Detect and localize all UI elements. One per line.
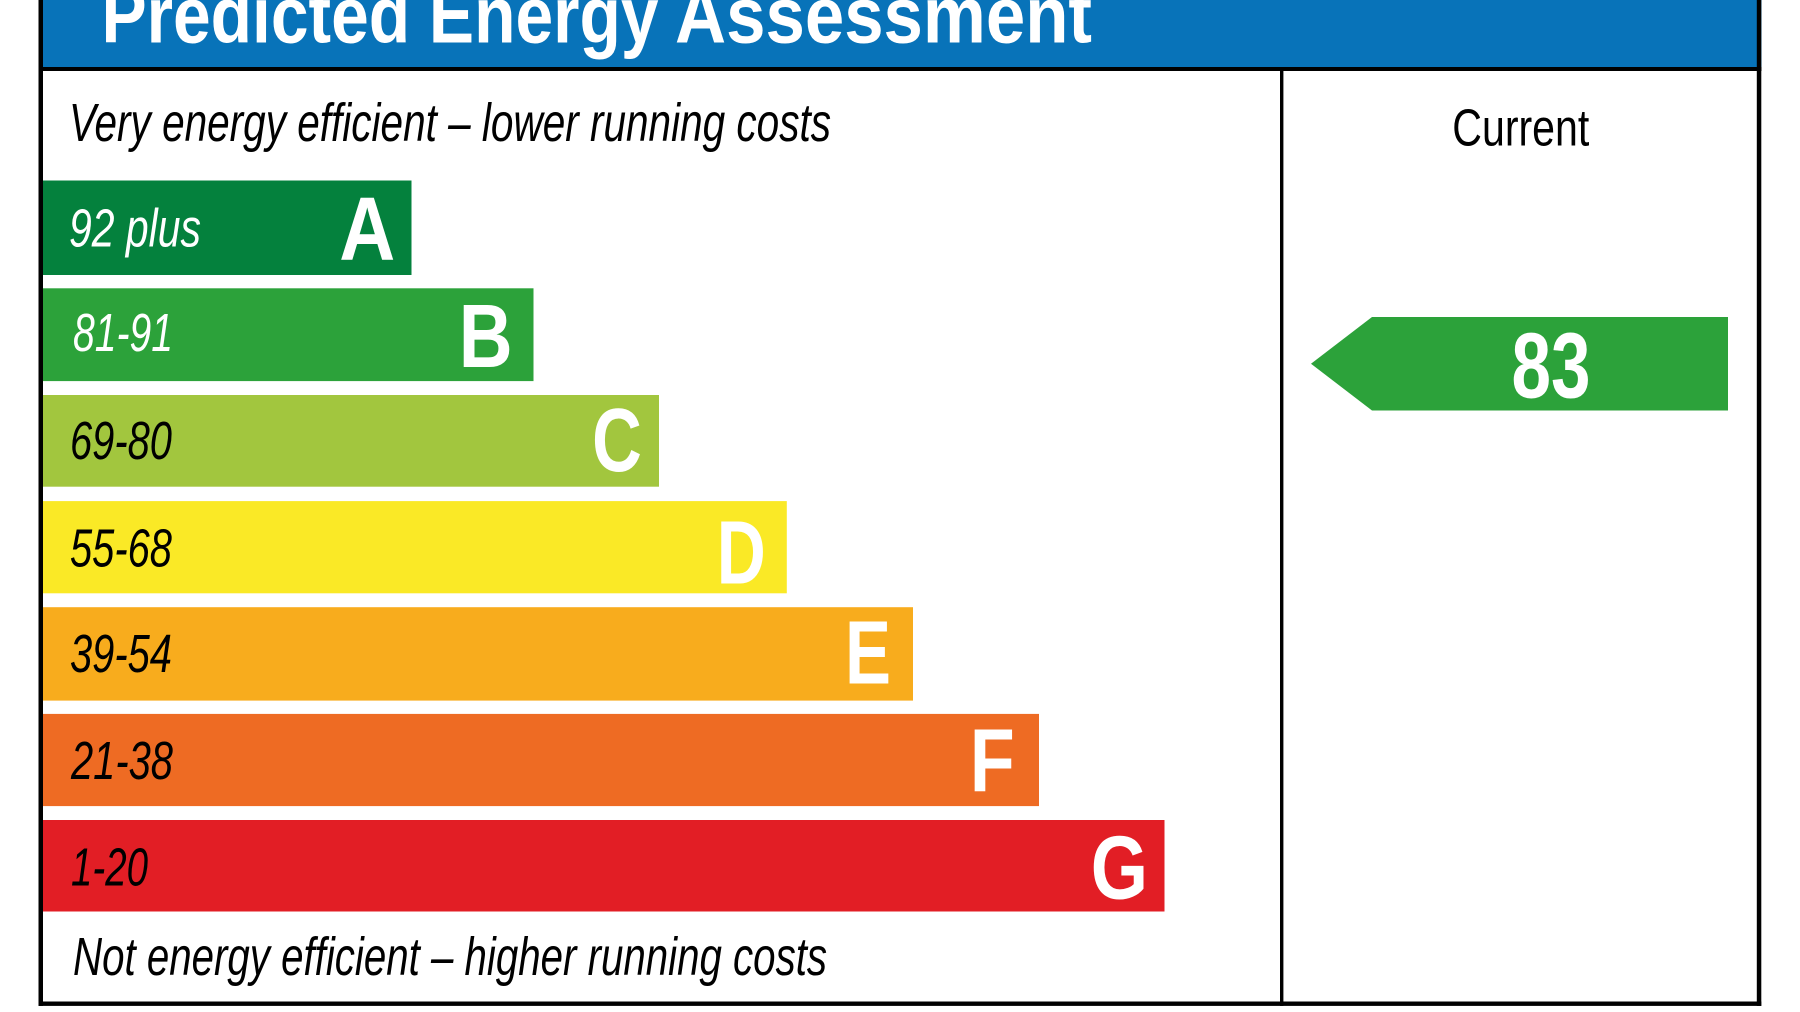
svg-text:G: G xyxy=(1091,819,1148,919)
svg-text:Current: Current xyxy=(1452,100,1589,158)
svg-text:A: A xyxy=(339,180,395,280)
svg-text:21-38: 21-38 xyxy=(70,731,173,791)
svg-text:D: D xyxy=(717,504,766,604)
svg-text:55-68: 55-68 xyxy=(70,518,172,578)
svg-text:F: F xyxy=(970,711,1015,811)
svg-text:69-80: 69-80 xyxy=(70,411,172,471)
svg-text:Predicted Energy: Predicted Energy xyxy=(102,0,659,60)
svg-text:39-54: 39-54 xyxy=(70,624,172,684)
svg-text:C: C xyxy=(592,391,642,491)
svg-text:Very energy efficient – lower: Very energy efficient – lower running co… xyxy=(69,93,831,153)
svg-text:Assessment: Assessment xyxy=(675,0,1092,60)
svg-text:1-20: 1-20 xyxy=(71,838,148,898)
svg-text:Not energy efficient – higher: Not energy efficient – higher running co… xyxy=(73,927,827,987)
svg-text:81-91: 81-91 xyxy=(73,303,173,363)
svg-text:B: B xyxy=(459,287,513,387)
svg-text:E: E xyxy=(845,603,891,703)
svg-text:83: 83 xyxy=(1512,314,1591,418)
svg-text:92 plus: 92 plus xyxy=(69,198,201,258)
